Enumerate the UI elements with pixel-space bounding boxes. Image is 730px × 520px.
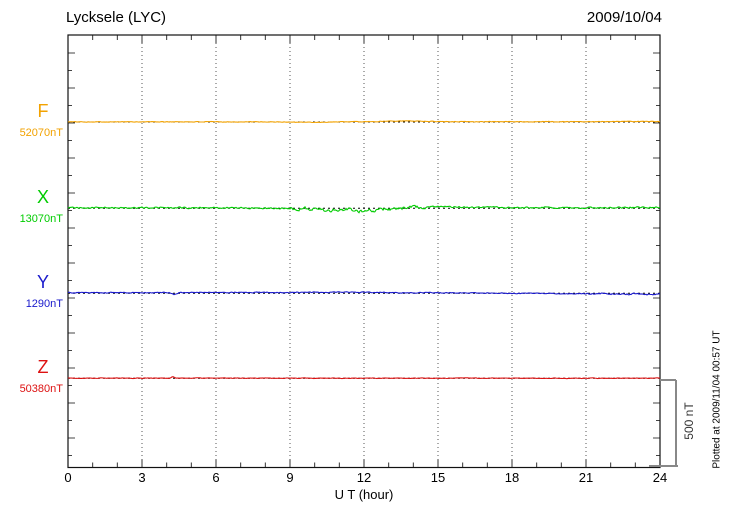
- plot-date: 2009/10/04: [586, 9, 662, 26]
- series-label-f: F: [37, 101, 49, 121]
- series-label-y: Y: [36, 272, 49, 292]
- x-tick-15: 15: [430, 470, 446, 485]
- trace-z: [67, 376, 660, 380]
- x-tick-6: 6: [212, 470, 220, 485]
- x-axis-title: U T (hour): [334, 487, 394, 502]
- x-tick-21: 21: [578, 470, 594, 485]
- x-tick-0: 0: [64, 470, 72, 485]
- trace-y: [67, 291, 661, 296]
- x-tick-24: 24: [652, 470, 668, 485]
- series-baseline-y: 1290nT: [25, 298, 63, 310]
- x-tick-3: 3: [138, 470, 146, 485]
- x-tick-18: 18: [504, 470, 520, 485]
- plot-footnote: Plotted at 2009/11/04 00:57 UT: [711, 330, 723, 469]
- trace-f: [67, 120, 661, 124]
- series-baseline-f: 52070nT: [19, 127, 63, 139]
- series-baseline-z: 50380nT: [19, 383, 63, 395]
- series-baseline-x: 13070nT: [19, 213, 63, 225]
- x-tick-12: 12: [356, 470, 372, 485]
- series-label-x: X: [36, 187, 49, 207]
- series-label-z: Z: [37, 357, 49, 377]
- scalebar-label: 500 nT: [682, 402, 696, 440]
- trace-x: [67, 204, 661, 214]
- x-tick-9: 9: [286, 470, 294, 485]
- page-title: Lycksele (LYC): [66, 9, 167, 26]
